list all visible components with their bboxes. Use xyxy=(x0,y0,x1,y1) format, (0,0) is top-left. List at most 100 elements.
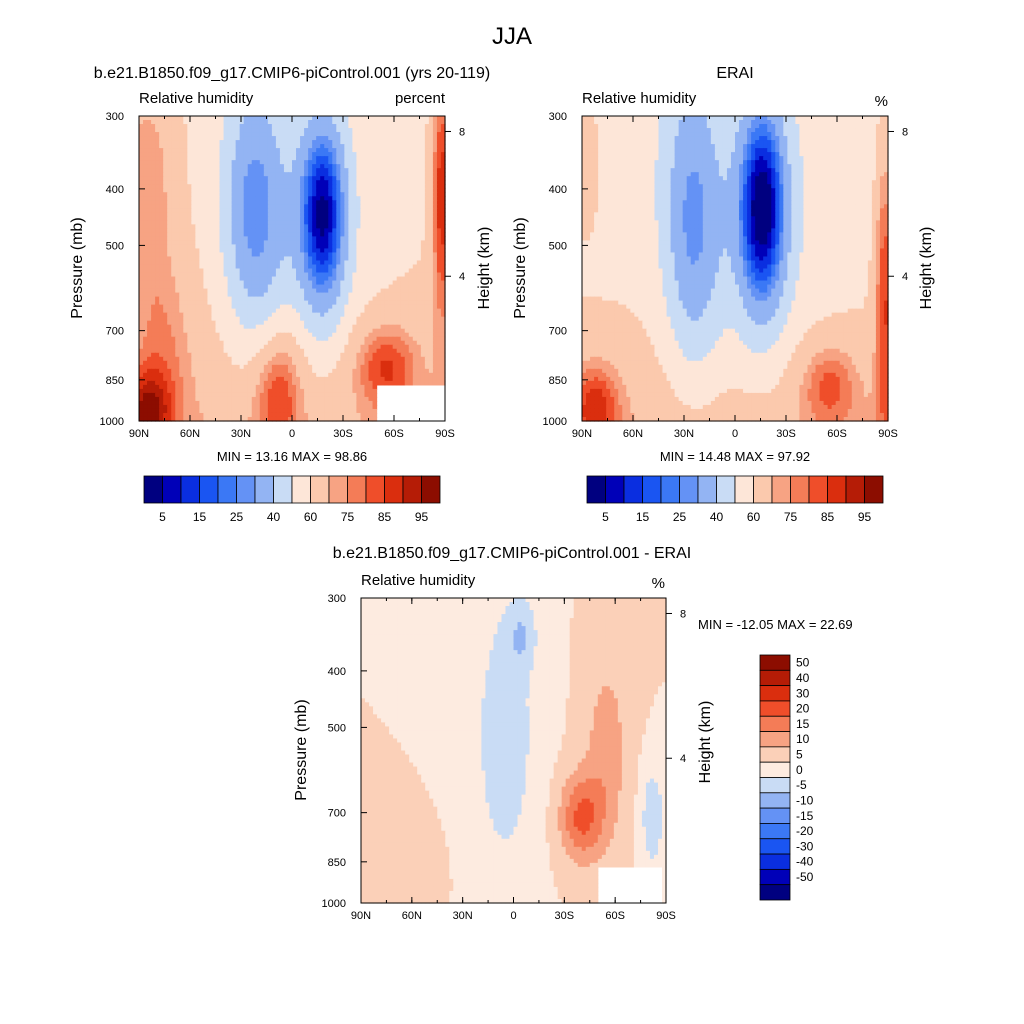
contour-cell xyxy=(207,268,213,274)
contour-cell xyxy=(356,364,362,370)
contour-cell xyxy=(364,236,370,241)
contour-cell xyxy=(412,364,418,370)
contour-cell xyxy=(408,280,414,286)
contour-cell xyxy=(243,220,249,225)
contour-cell xyxy=(215,204,221,209)
contour-cell xyxy=(207,328,213,334)
contour-cell xyxy=(211,180,217,185)
contour-cell xyxy=(267,304,273,310)
contour-cell xyxy=(408,212,414,217)
contour-cell xyxy=(223,360,229,366)
contour-cell xyxy=(155,156,160,161)
contour-cell xyxy=(368,256,374,262)
contour-cell xyxy=(195,324,200,330)
contour-cell xyxy=(372,208,378,213)
contour-cell xyxy=(155,248,160,254)
contour-cell xyxy=(283,276,289,282)
contour-cell xyxy=(368,200,374,205)
contour-cell xyxy=(348,336,353,342)
contour-cell xyxy=(251,296,257,302)
contour-cell xyxy=(344,116,349,121)
contour-cell xyxy=(183,332,188,338)
contour-cell xyxy=(392,176,398,181)
contour-cell xyxy=(316,256,321,262)
contour-cell xyxy=(308,356,313,362)
contour-cell xyxy=(259,356,265,362)
contour-cell xyxy=(388,212,394,217)
contour-cell xyxy=(223,148,229,153)
contour-cell xyxy=(364,188,370,193)
contour-cell xyxy=(143,196,148,201)
contour-cell xyxy=(340,228,345,233)
contour-cell xyxy=(344,240,349,246)
contour-cell xyxy=(211,288,217,294)
contour-cell xyxy=(255,260,261,266)
contour-cell xyxy=(275,328,281,334)
contour-cell xyxy=(203,152,209,157)
contour-cell xyxy=(300,328,305,334)
contour-cell xyxy=(296,276,301,282)
contour-cell xyxy=(332,360,337,366)
contour-cell xyxy=(400,128,406,133)
contour-cell xyxy=(275,288,281,294)
contour-cell xyxy=(360,236,366,241)
contour-cell xyxy=(211,224,217,229)
contour-cell xyxy=(308,124,313,129)
contour-cell xyxy=(300,124,305,129)
contour-cell xyxy=(199,256,205,262)
contour-cell xyxy=(167,304,172,310)
contour-cell xyxy=(408,156,414,161)
contour-cell xyxy=(203,148,209,153)
contour-cell xyxy=(251,216,257,221)
contour-cell xyxy=(267,264,273,270)
contour-cell xyxy=(247,244,253,250)
contour-cell xyxy=(279,140,285,145)
contour-cell xyxy=(396,152,402,157)
contour-cell xyxy=(384,144,390,149)
contour-cell xyxy=(255,256,261,262)
contour-cell xyxy=(147,236,152,241)
contour-cell xyxy=(275,136,281,141)
contour-cell xyxy=(143,116,148,121)
contour-cell xyxy=(428,144,434,149)
contour-cell xyxy=(155,136,160,141)
contour-cell xyxy=(328,272,333,278)
contour-cell xyxy=(151,208,156,213)
contour-cell xyxy=(151,128,156,133)
contour-cell xyxy=(191,156,196,161)
contour-cell xyxy=(215,312,221,318)
contour-cell xyxy=(271,228,277,233)
contour-cell xyxy=(308,372,313,378)
contour-cell xyxy=(372,336,378,342)
contour-cell xyxy=(300,312,305,318)
contour-cell xyxy=(287,352,293,358)
contour-cell xyxy=(219,120,225,125)
contour-cell xyxy=(243,328,249,334)
contour-cell xyxy=(279,352,285,358)
contour-cell xyxy=(408,176,414,181)
contour-cell xyxy=(243,204,249,209)
contour-cell xyxy=(255,220,261,225)
contour-cell xyxy=(292,132,297,137)
contour-cell xyxy=(376,236,382,241)
contour-cell xyxy=(275,140,281,145)
contour-cell xyxy=(416,236,422,241)
contour-cell xyxy=(171,144,176,149)
contour-cell xyxy=(436,116,442,121)
contour-cell xyxy=(151,256,156,262)
contour-cell xyxy=(300,308,305,314)
contour-cell xyxy=(344,296,349,302)
contour-cell xyxy=(320,292,325,298)
contour-cell xyxy=(231,276,237,282)
contour-cell xyxy=(364,340,370,346)
contour-cell xyxy=(163,160,168,165)
contour-cell xyxy=(424,320,430,326)
contour-cell xyxy=(412,184,418,189)
contour-cell xyxy=(380,176,386,181)
contour-cell xyxy=(279,132,285,137)
contour-cell xyxy=(247,156,253,161)
contour-cell xyxy=(239,216,245,221)
contour-cell xyxy=(227,312,233,318)
contour-cell xyxy=(336,256,341,262)
contour-cell xyxy=(143,288,148,294)
